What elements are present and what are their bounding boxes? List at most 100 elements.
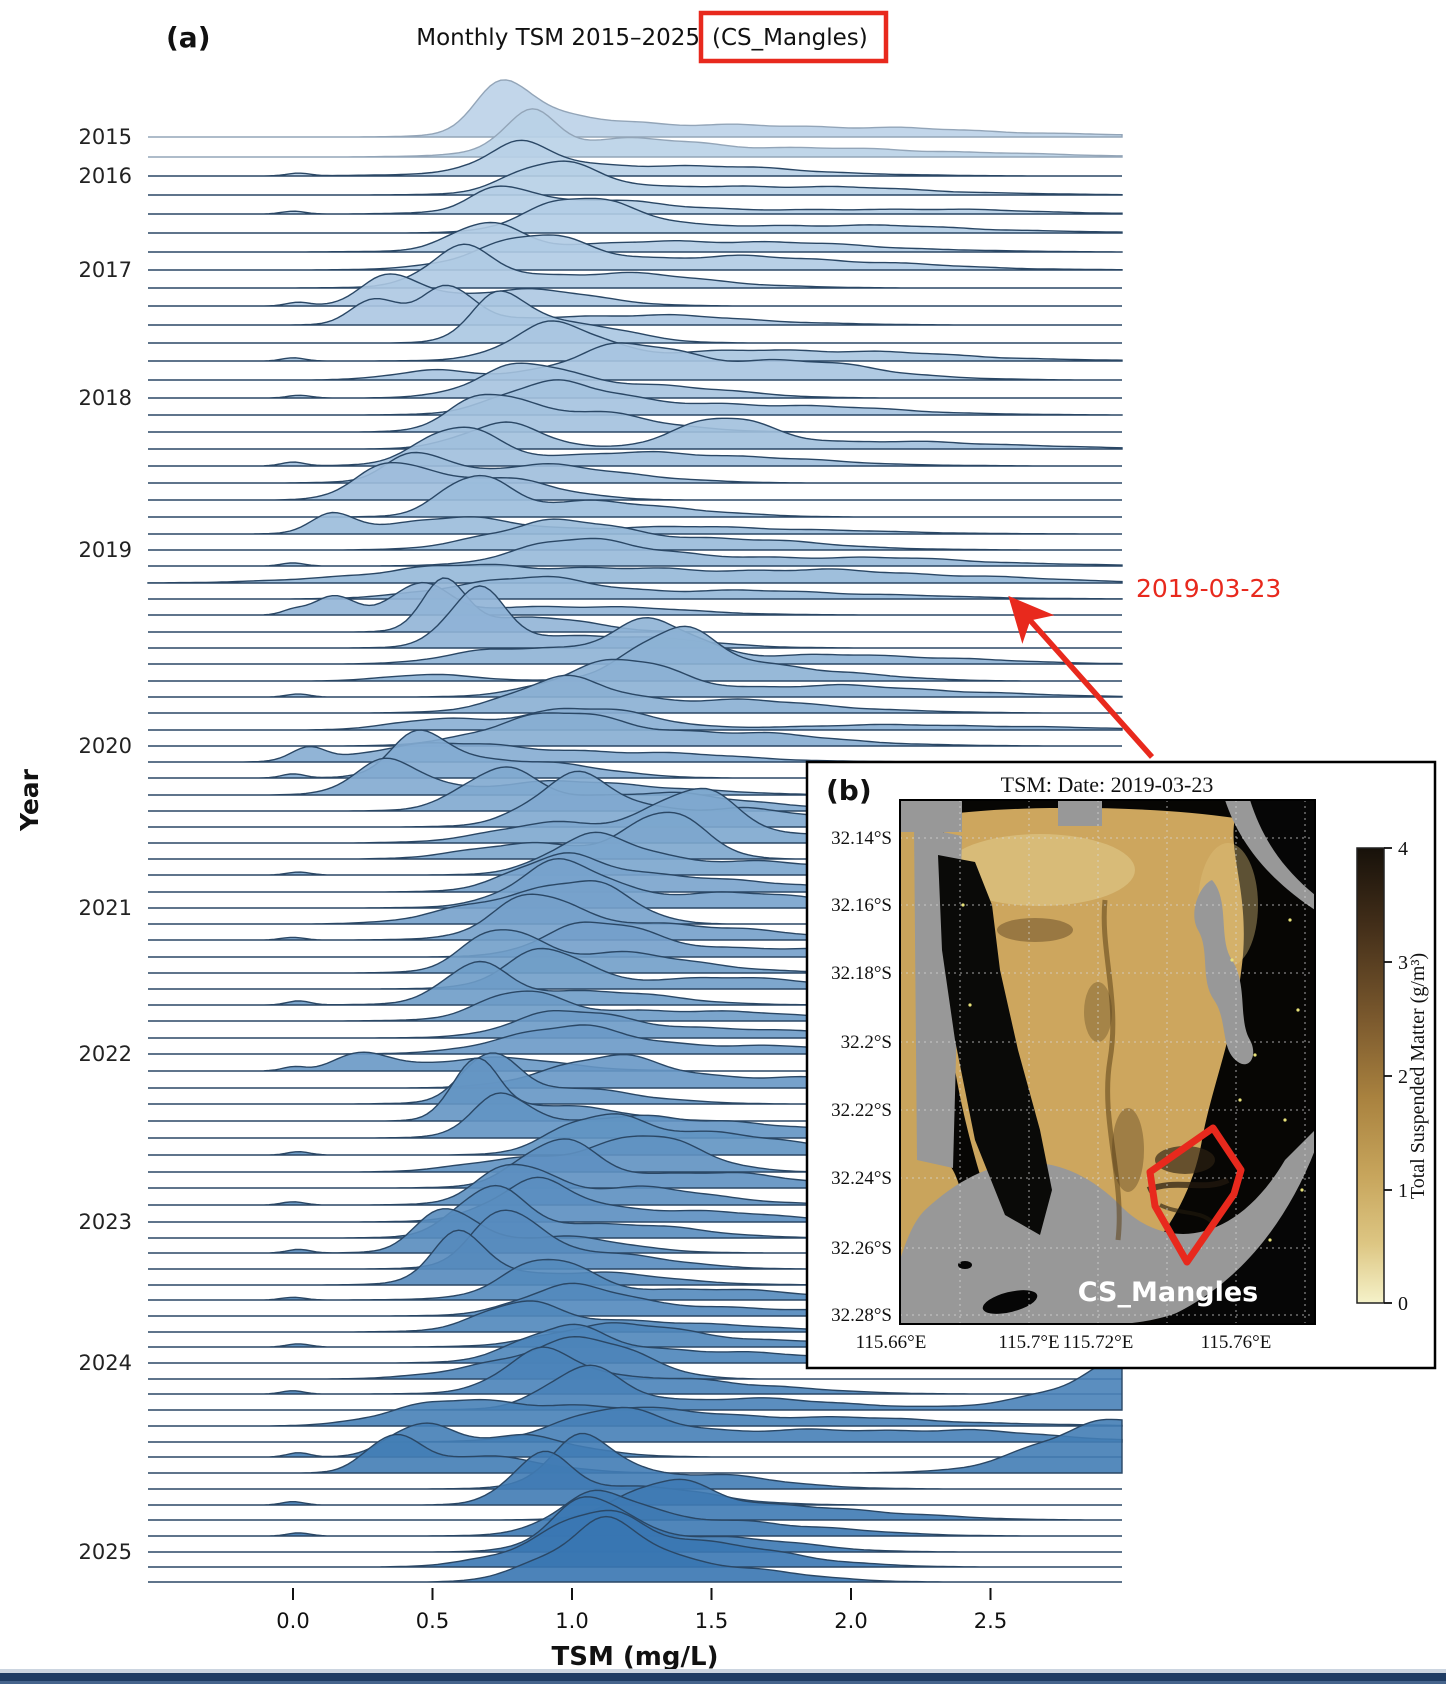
inset-lat-tick-label: 32.28°S (831, 1305, 892, 1326)
colorbar-tick-label: 0 (1398, 1293, 1408, 1315)
title-highlight-box (698, 10, 889, 64)
year-tick-label: 2018 (79, 386, 132, 410)
ridgeline-plot (147, 79, 1123, 1583)
map-gray-channel (1194, 880, 1254, 1065)
map-light-tsm-patch (945, 834, 1135, 906)
inset-lon-tick-label: 115.66°E (856, 1332, 927, 1353)
colorbar-tick-label: 4 (1398, 838, 1408, 860)
map-islet (958, 1261, 972, 1269)
ridge-row-83 (148, 1478, 1123, 1521)
map-land-west (938, 855, 1052, 1235)
inset-title: TSM: Date: 2019-03-23 (1001, 772, 1214, 797)
map-sediment-patch (997, 918, 1073, 942)
chart-title-part1: Monthly TSM 2015–2025 (416, 25, 700, 51)
map-island (982, 1290, 1038, 1314)
year-tick-label: 2016 (79, 164, 132, 188)
x-tick-label: 1.0 (555, 1609, 588, 1633)
inset-lat-tick-label: 32.26°S (831, 1238, 892, 1259)
ridge-row-30 (148, 616, 1123, 665)
x-tick-label: 2.0 (834, 1609, 867, 1633)
x-tick-label: 2.5 (974, 1609, 1007, 1633)
ridge-row-22 (148, 511, 1123, 535)
ridge-row-11 (148, 290, 1122, 344)
colorbar (1356, 847, 1385, 1304)
inset-lat-tick-label: 32.2°S (841, 1032, 892, 1053)
ridge-row-0 (148, 79, 1123, 138)
bottom-divider-dark (0, 1673, 1446, 1681)
inset-lat-tick-label: 32.22°S (831, 1100, 892, 1121)
ridge-row-16 (148, 393, 1122, 433)
colorbar-tick-label: 3 (1398, 952, 1408, 974)
inset-lon-tick-label: 115.76°E (1201, 1332, 1272, 1353)
ridge-row-14 (148, 362, 1122, 399)
year-tick-label: 2017 (79, 258, 132, 282)
ridge-row-5 (148, 197, 1123, 234)
y-axis-year-labels: 2015 2016 2017 2018 2019 2020 2021 2022 2023 2024… (79, 125, 132, 1564)
year-tick-label: 2023 (79, 1210, 132, 1234)
panel-a-label: (a) (166, 21, 211, 54)
x-axis-title: TSM (mg/L) (552, 1642, 719, 1672)
ridge-row-6 (148, 221, 1123, 253)
map-gray-notch-top (1058, 800, 1102, 826)
annotation-date-label: 2019-03-23 (1136, 574, 1281, 603)
ridge-row-76 (148, 1354, 1123, 1411)
inset-lat-tick-label: 32.14°S (831, 828, 892, 849)
map-speckles (961, 903, 1304, 1242)
annotation-arrow (1008, 595, 1155, 759)
map-land-topright-corner (1250, 800, 1315, 895)
region-polygon-cs-mangles (1146, 1124, 1245, 1266)
ridge-row-21 (148, 474, 1122, 518)
colorbar-tick-label: 1 (1398, 1180, 1408, 1202)
ridge-row-10 (148, 284, 1122, 326)
year-tick-label: 2022 (79, 1042, 132, 1066)
bottom-divider-accent (0, 1681, 1446, 1684)
colorbar-label: Total Suspended Matter (g/m³) (1407, 953, 1429, 1199)
inset-lon-tick-label: 115.7°E (998, 1332, 1059, 1353)
ridge-row-24 (148, 537, 1123, 567)
ridge-row-26 (148, 575, 1123, 600)
year-tick-label: 2021 (79, 896, 132, 920)
ridge-row-78 (148, 1406, 1123, 1443)
ridge-row-25 (147, 563, 1123, 584)
colorbar-ticks: 4 3 2 1 0 (1384, 838, 1408, 1315)
ridge-row-23 (148, 518, 1122, 551)
ridge-row-13 (148, 342, 1122, 381)
ridge-row-1 (148, 108, 1123, 158)
ridge-row-74 (148, 1335, 1122, 1380)
ridge-row-9 (148, 273, 1122, 307)
tsm-map (900, 800, 1315, 1324)
ridge-row-84 (148, 1489, 1122, 1537)
year-tick-label: 2015 (79, 125, 132, 149)
x-tick-label: 0.5 (416, 1609, 449, 1633)
ridge-row-7 (148, 234, 1123, 271)
map-sediment-plume (1159, 1203, 1214, 1224)
ridge-row-31 (148, 625, 1122, 682)
year-tick-label: 2020 (79, 734, 132, 758)
ridge-row-81 (148, 1432, 1122, 1490)
inset-lat-tick-label: 32.24°S (831, 1168, 892, 1189)
map-sediment-patch (1112, 1108, 1144, 1192)
map-sediment-plume (1101, 899, 1122, 1241)
year-tick-label: 2025 (79, 1540, 132, 1564)
inset-axis-labels: 32.14°S 32.16°S 32.18°S 32.2°S 32.22°S 32.24°… (831, 828, 1271, 1353)
ridge-row-87 (148, 1515, 1122, 1583)
ridge-row-75 (148, 1346, 1122, 1395)
map-sediment-patch-mangles (1155, 1146, 1215, 1174)
chart-title-part2: (CS_Mangles) (712, 25, 868, 51)
map-sediment-plume (1146, 1177, 1230, 1193)
year-tick-label: 2019 (79, 538, 132, 562)
x-tick-label: 0.0 (276, 1609, 309, 1633)
inset-lon-tick-label: 115.72°E (1063, 1332, 1134, 1353)
ridge-row-2 (148, 139, 1122, 177)
inset-lat-tick-label: 32.18°S (831, 963, 892, 984)
ridge-row-17 (148, 417, 1123, 450)
ridge-row-27 (148, 581, 1122, 616)
ridge-row-8 (148, 243, 1122, 289)
ridge-row-20 (148, 462, 1122, 501)
ridge-row-18 (148, 426, 1122, 467)
map-ocean-southeast (1150, 1150, 1315, 1324)
year-tick-label: 2024 (79, 1351, 132, 1375)
ridge-row-15 (148, 379, 1123, 416)
